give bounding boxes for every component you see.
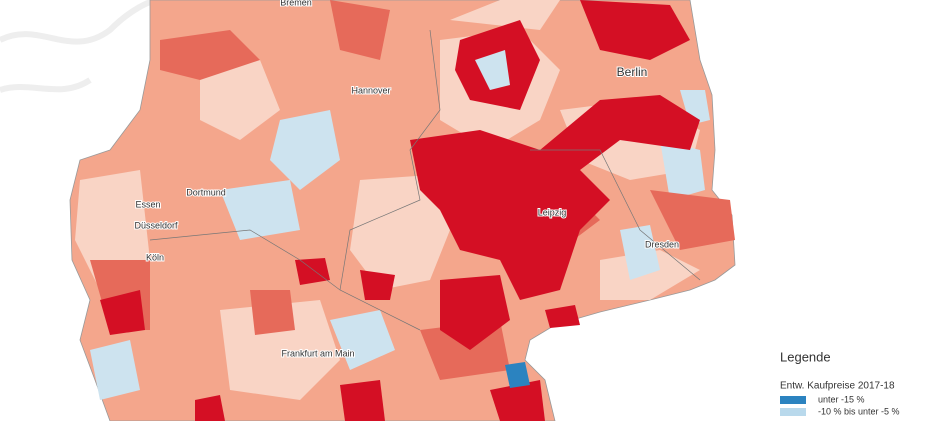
- state-borders: [149, 29, 701, 331]
- city-label: Berlin: [617, 65, 648, 79]
- city-label: Bremen: [280, 0, 312, 7]
- legend: Legende Entw. Kaufpreise 2017-18 unter -…: [780, 349, 900, 416]
- blue-dark-region: [505, 362, 530, 388]
- city-label: Köln: [146, 252, 164, 262]
- city-label: Essen: [135, 199, 160, 209]
- city-label: Frankfurt am Main: [281, 348, 354, 358]
- city-label: Dresden: [645, 239, 679, 249]
- light-regions: [75, 0, 700, 400]
- city-label: Hannover: [351, 85, 390, 95]
- city-label: Düsseldorf: [134, 220, 178, 230]
- city-label: Leipzig: [538, 207, 567, 217]
- legend-title: Legende: [780, 349, 831, 364]
- coast: [0, 0, 161, 93]
- legend-swatch: [780, 396, 806, 404]
- legend-label: -10 % bis unter -5 %: [818, 406, 900, 416]
- city-label: Dortmund: [186, 187, 226, 197]
- legend-subtitle: Entw. Kaufpreise 2017-18: [780, 381, 895, 392]
- legend-swatch: [780, 408, 806, 416]
- legend-label: unter -15 %: [818, 394, 865, 404]
- dark-red-regions: [100, 0, 700, 421]
